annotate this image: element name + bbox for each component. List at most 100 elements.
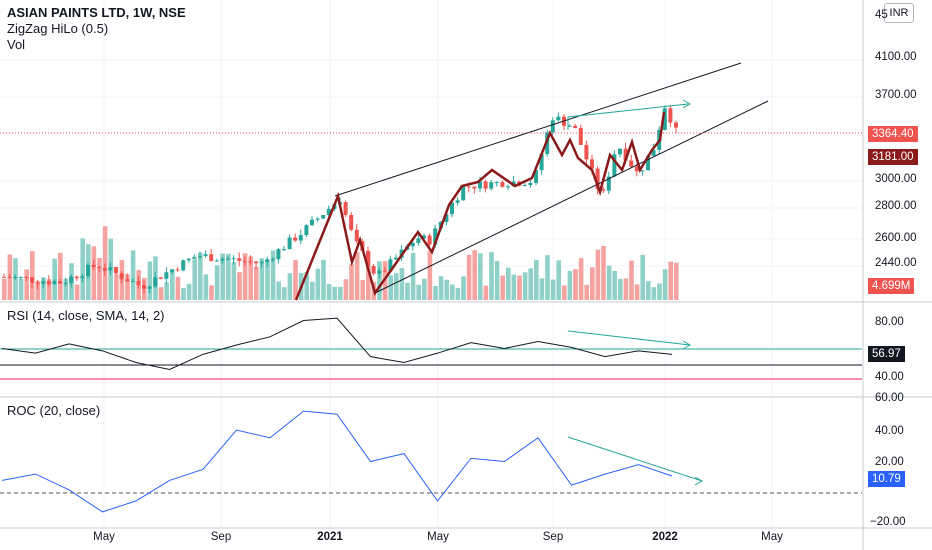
candle-body <box>466 186 471 188</box>
volume-bar <box>629 260 634 300</box>
volume-bar <box>466 254 472 300</box>
candle-body <box>46 281 51 285</box>
volume-bar <box>651 287 657 300</box>
candle-body <box>618 148 622 155</box>
candle-body <box>130 281 135 283</box>
candle-body <box>287 237 292 250</box>
volume-bar <box>455 287 461 300</box>
candle-body <box>2 276 6 278</box>
candle-body <box>136 281 141 285</box>
volume-bar <box>522 272 528 300</box>
volume-indicator-label[interactable]: Vol <box>7 37 26 52</box>
volume-bar <box>248 256 253 300</box>
volume-bar <box>170 269 175 300</box>
arrow-head <box>682 99 692 109</box>
candle-body <box>125 279 130 282</box>
volume-bar <box>450 284 455 300</box>
volume-bar <box>265 260 270 300</box>
roc-tick: 40.00 <box>875 425 904 437</box>
candle-body <box>315 218 320 220</box>
candle-body <box>662 108 667 130</box>
time-axis-label: May <box>761 531 783 543</box>
candle-body <box>63 282 68 284</box>
candle-body <box>298 235 303 241</box>
candle-body <box>674 122 678 128</box>
volume-bar <box>366 251 371 300</box>
candle-body <box>483 181 488 189</box>
volume-bar <box>461 276 466 300</box>
volume-bar <box>472 250 477 300</box>
candle-body <box>629 160 634 167</box>
candle-body <box>578 127 583 145</box>
candle-body <box>158 277 163 279</box>
volume-bar <box>181 287 186 300</box>
volume-value-tag: 4.699M <box>868 278 915 294</box>
volume-bar <box>237 272 242 300</box>
rsi-line <box>0 317 862 380</box>
volume-bar <box>293 259 298 300</box>
candle-body <box>634 166 639 172</box>
candle-body <box>175 269 180 271</box>
volume-bar <box>433 286 438 300</box>
roc-tick: −20.00 <box>870 516 906 528</box>
channel-lower-line <box>374 100 769 294</box>
candle-body <box>556 116 561 121</box>
candle-body <box>242 260 247 262</box>
price-tick: 2600.00 <box>875 232 917 244</box>
price-tick: 2440.00 <box>875 257 917 269</box>
volume-bar <box>489 251 494 300</box>
candle-body <box>170 269 174 273</box>
volume-bar <box>315 268 321 300</box>
volume-bar <box>399 267 405 300</box>
candle-body <box>41 281 46 284</box>
candle-body <box>623 148 628 161</box>
volume-bar <box>102 226 108 300</box>
time-axis-label: Sep <box>542 531 564 543</box>
candle-body <box>310 219 314 226</box>
volume-bar <box>198 252 203 300</box>
candle-body <box>371 266 376 274</box>
candle-body <box>422 235 426 239</box>
rsi-panel-title[interactable]: RSI (14, close, SMA, 14, 2) <box>7 308 165 323</box>
candle-body <box>326 208 331 216</box>
candle-body <box>114 267 118 274</box>
roc-tick: 60.00 <box>875 392 904 404</box>
candle-body <box>539 153 544 171</box>
candle-body <box>354 229 359 242</box>
volume-bar <box>349 264 354 300</box>
candle-body <box>13 277 18 279</box>
candle-body <box>522 185 527 187</box>
candle-body <box>74 276 79 279</box>
volume-bar <box>394 273 399 300</box>
volume-bar <box>606 265 612 300</box>
volume-bar <box>125 274 130 300</box>
volume-bar <box>158 287 164 300</box>
candle-body <box>651 149 656 156</box>
time-axis-label: May <box>93 531 115 543</box>
candle-body <box>590 159 594 169</box>
zigzag-value-tag: 3181.00 <box>868 149 918 165</box>
volume-bar <box>41 277 46 300</box>
volume-bar <box>360 280 365 300</box>
roc-divergence-line <box>567 436 703 482</box>
volume-bar <box>164 282 169 300</box>
time-axis-label: May <box>427 531 449 543</box>
price-tick: 3000.00 <box>875 173 917 185</box>
volume-bar <box>623 278 629 300</box>
roc-panel-title[interactable]: ROC (20, close) <box>7 403 101 418</box>
candle-body <box>343 202 348 215</box>
candle-body <box>478 181 482 189</box>
zigzag-indicator-label[interactable]: ZigZag HiLo (0.5) <box>7 21 109 36</box>
price-tick: 2800.00 <box>875 200 917 212</box>
volume-bar <box>438 276 444 300</box>
arrow-head <box>694 476 704 486</box>
candle-body <box>416 238 421 243</box>
last-price-tag: 3364.40 <box>868 126 918 142</box>
volume-bar <box>304 272 309 300</box>
candle-body <box>24 276 29 278</box>
volume-bar <box>220 253 225 300</box>
volume-bar <box>186 283 192 300</box>
currency-button[interactable]: INR <box>884 3 914 23</box>
volume-bar <box>58 252 63 300</box>
